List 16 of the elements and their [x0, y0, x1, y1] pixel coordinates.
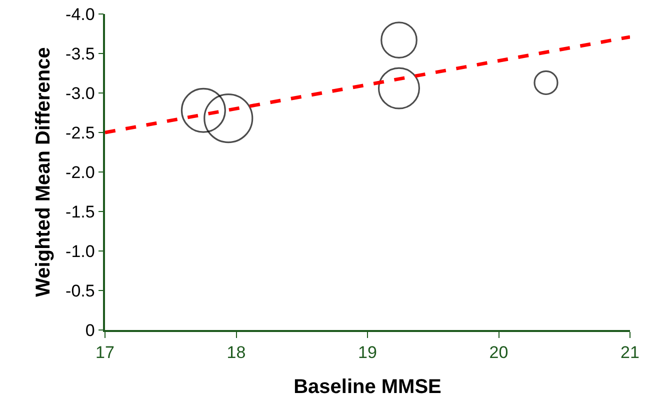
- y-tick-label: -3.5: [66, 44, 95, 64]
- x-tick-label: 17: [96, 343, 114, 362]
- y-tick-label: -2.5: [66, 123, 95, 142]
- y-tick-label: 0: [85, 320, 95, 340]
- y-tick-label: -2.0: [66, 162, 95, 182]
- y-tick-label: -3.0: [66, 84, 95, 103]
- y-tick-label: -1.5: [66, 202, 95, 222]
- x-tick-label: 18: [226, 343, 246, 362]
- x-axis-title: Baseline MMSE: [294, 376, 442, 398]
- x-tick-label: 21: [620, 343, 640, 362]
- y-tick-label: -4.0: [66, 4, 95, 24]
- x-tick-label: 19: [358, 343, 377, 362]
- y-tick-label: -1.0: [66, 242, 95, 261]
- y-tick-label: -0.5: [66, 281, 95, 300]
- x-tick-label: 20: [489, 343, 508, 362]
- y-axis-title: Weighted Mean Difference: [32, 47, 55, 297]
